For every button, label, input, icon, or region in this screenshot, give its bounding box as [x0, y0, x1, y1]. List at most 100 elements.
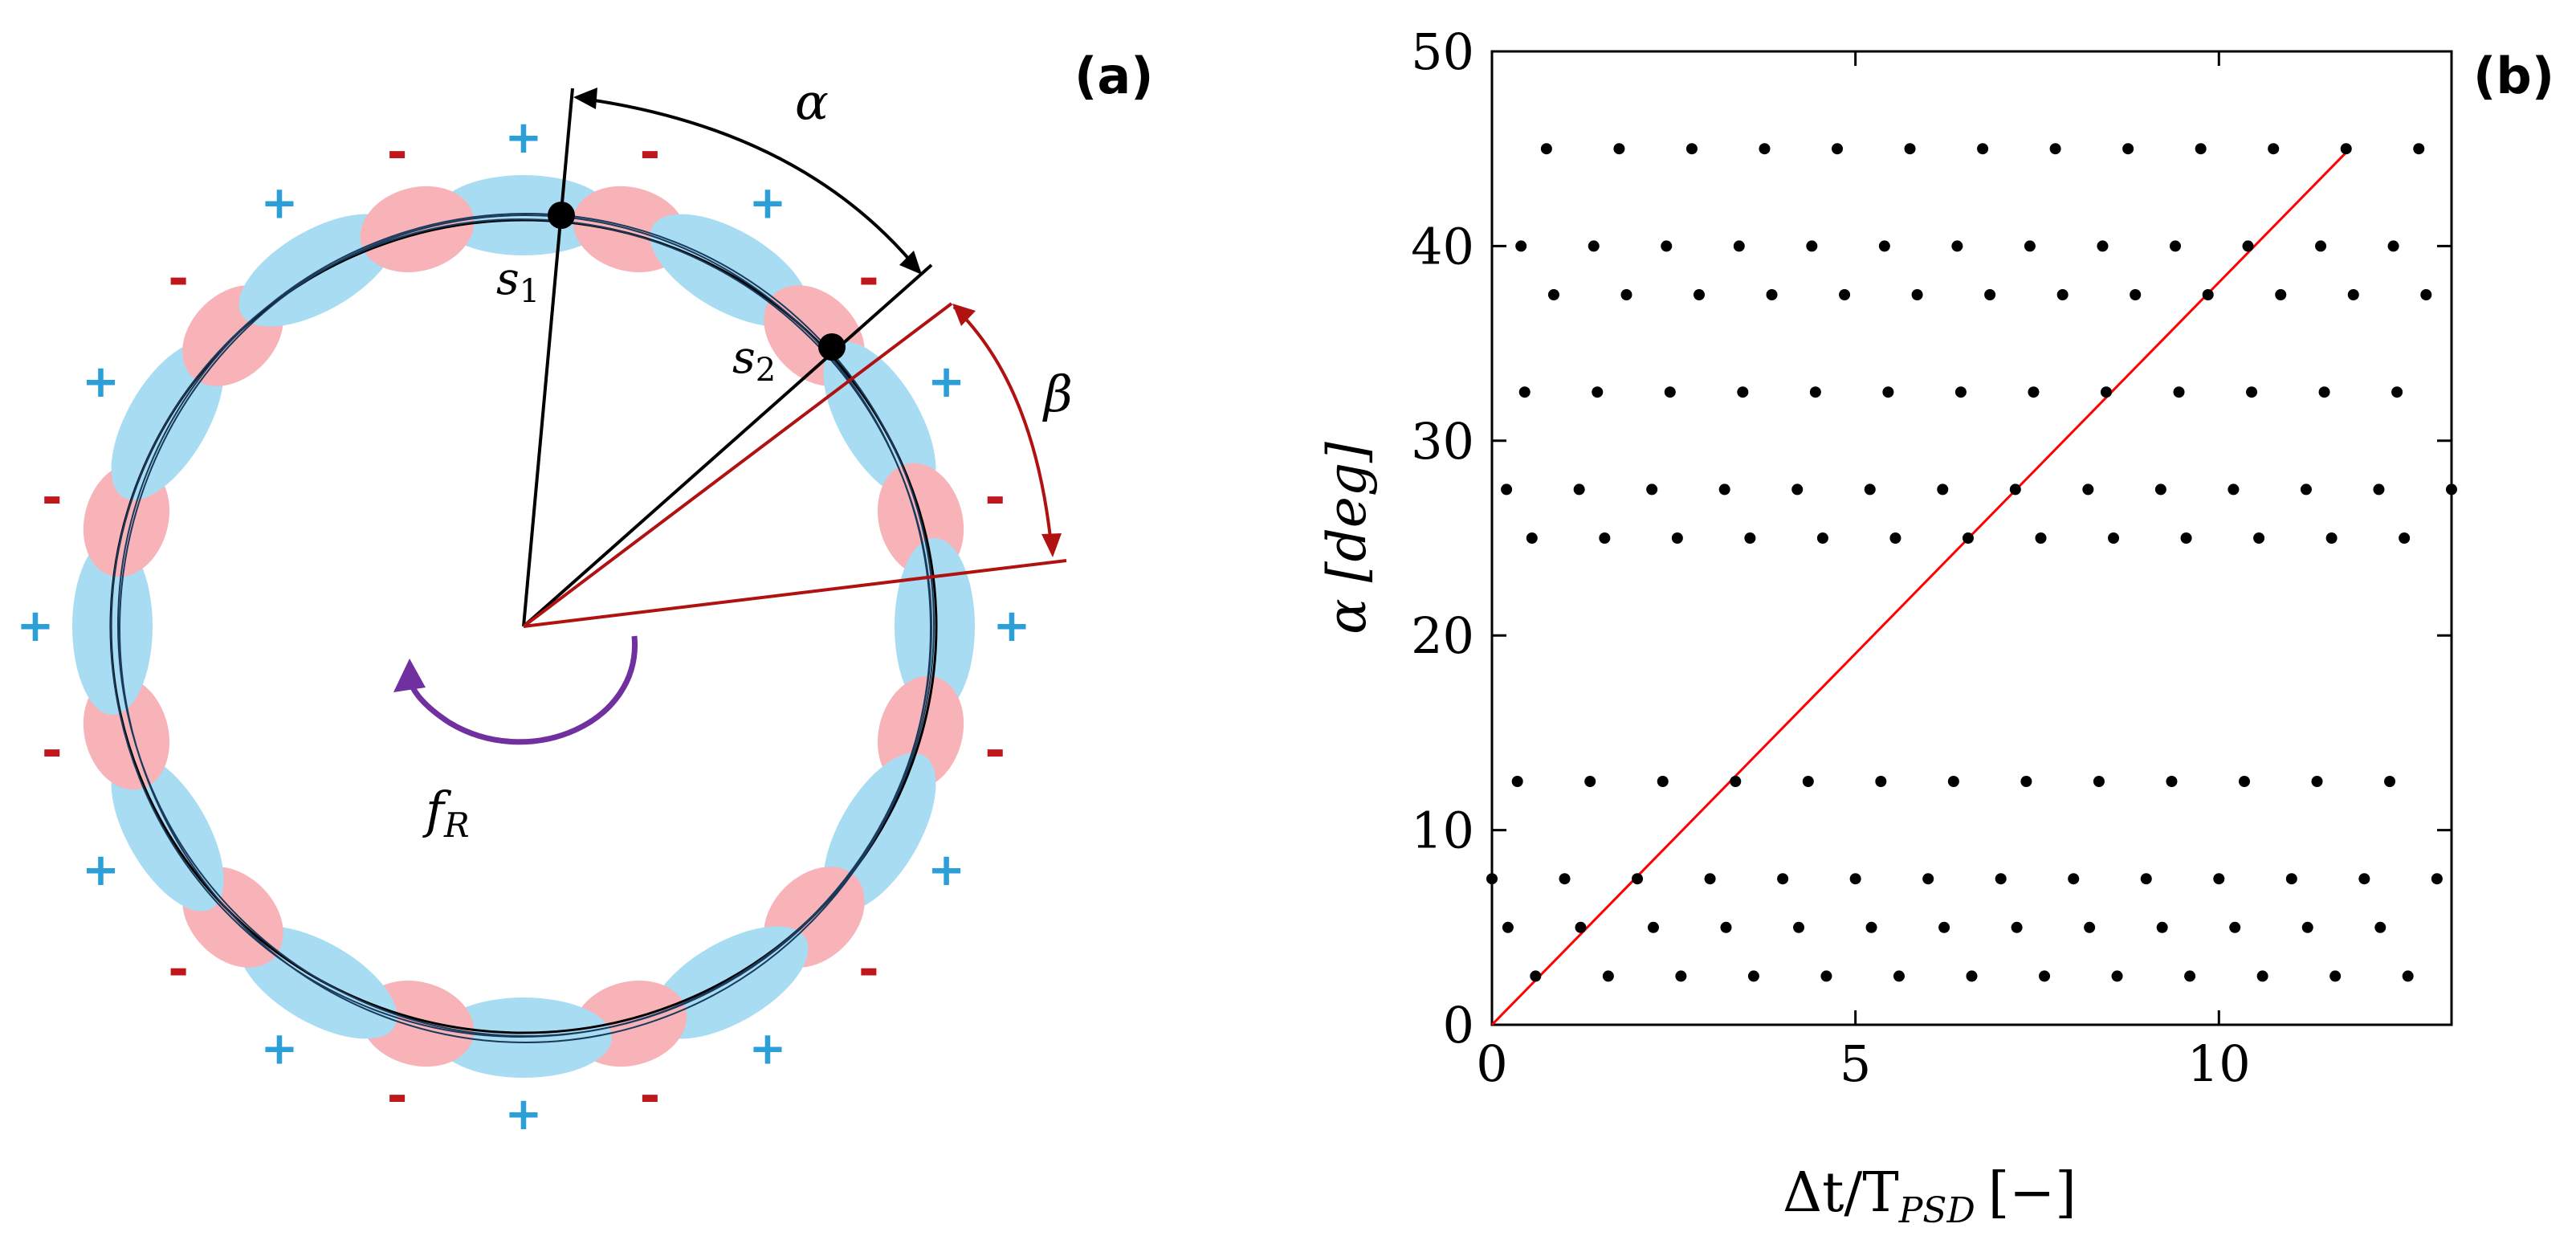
sensor-s2-dot: [818, 333, 846, 361]
data-point: [2140, 873, 2152, 885]
data-point: [1889, 532, 1901, 544]
minus-sign: -: [42, 468, 63, 527]
data-point: [1547, 289, 1559, 300]
data-point: [1865, 921, 1877, 933]
data-point: [1849, 873, 1861, 885]
beta-arc: [952, 305, 1054, 553]
data-point: [1515, 240, 1527, 252]
data-point: [2020, 776, 2032, 787]
data-point: [2100, 386, 2112, 398]
panel-a-label: (a): [1074, 47, 1154, 105]
data-point: [1511, 776, 1523, 787]
panel-b-label: (b): [2473, 47, 2554, 105]
plus-sign: +: [505, 112, 543, 164]
data-point: [1947, 776, 1959, 787]
minus-sign: -: [858, 940, 879, 998]
minus-sign: -: [984, 468, 1005, 527]
data-point: [2301, 921, 2313, 933]
y-tick-label: 50: [1411, 22, 1474, 81]
data-point: [2184, 970, 2196, 982]
s2-label: s2: [732, 332, 776, 389]
data-point: [1502, 921, 1514, 933]
data-point: [2246, 386, 2258, 398]
data-point: [1620, 289, 1632, 300]
data-point: [1588, 240, 1600, 252]
positive-lobe: [435, 997, 612, 1078]
data-point: [2340, 143, 2352, 155]
x-axis-label: Δt/TPSD [−]: [1783, 1161, 2077, 1231]
data-point: [1882, 386, 1894, 398]
plot-frame: [1490, 50, 2453, 1026]
data-point: [1518, 386, 1531, 398]
data-point: [2318, 386, 2330, 398]
data-point: [1647, 921, 1659, 933]
y-axis-label: α[deg]: [1316, 442, 1378, 634]
data-point: [2169, 240, 2181, 252]
data-point: [2325, 532, 2338, 544]
data-point: [1599, 532, 1611, 544]
data-point: [1720, 921, 1732, 933]
data-point: [2111, 970, 2123, 982]
data-point: [2402, 970, 2414, 982]
data-point: [1922, 873, 1934, 885]
data-point: [1806, 240, 1818, 252]
positive-lobe: [895, 538, 975, 715]
data-point: [1962, 532, 1974, 544]
data-point: [1685, 143, 1698, 155]
rotation-arrow: [406, 635, 638, 745]
data-point: [1744, 532, 1756, 544]
alpha-arc: [577, 96, 921, 273]
y-tick-label: 20: [1411, 606, 1474, 665]
data-point: [1733, 240, 1745, 252]
plus-sign: +: [82, 844, 120, 896]
positive-lobe: [72, 538, 153, 715]
data-point: [2082, 483, 2094, 496]
data-point: [2228, 483, 2240, 496]
data-point: [1501, 483, 1513, 496]
data-point: [2093, 776, 2105, 787]
data-point: [2300, 483, 2312, 496]
data-point: [1766, 289, 1778, 300]
data-point: [2391, 386, 2403, 398]
ring-lobes: [72, 175, 975, 1078]
data-point: [2268, 143, 2280, 155]
s1-label: s1: [496, 253, 540, 310]
minus-sign: -: [858, 249, 879, 308]
reference-line: [1490, 148, 2351, 1026]
plus-sign: +: [261, 1023, 299, 1075]
data-point: [1573, 483, 1585, 496]
data-point: [2242, 240, 2254, 252]
data-point: [1657, 776, 1669, 787]
axis-tick-labels: 0 5 10 0 10 20 30 40 50: [1411, 22, 2251, 1093]
data-point: [2166, 776, 2178, 787]
data-point: [1791, 483, 1804, 496]
data-point: [2413, 143, 2425, 155]
beta-label: β: [1042, 365, 1073, 423]
fr-label: fR: [422, 781, 470, 845]
y-tick-label: 30: [1411, 412, 1474, 471]
plus-sign: +: [17, 600, 55, 652]
minus-sign: -: [639, 1066, 660, 1124]
data-point: [1661, 240, 1673, 252]
data-point: [2399, 532, 2411, 544]
data-point: [1832, 143, 1844, 155]
data-point: [1911, 289, 1923, 300]
data-point: [1632, 873, 1644, 885]
sensor-s1-dot: [548, 202, 575, 229]
data-point: [2315, 240, 2327, 252]
beta-arrowhead-bottom: [1041, 533, 1062, 557]
data-point: [2229, 921, 2241, 933]
data-point: [2024, 240, 2036, 252]
data-point: [2173, 386, 2185, 398]
alpha-arrowhead-right: [899, 251, 922, 275]
data-point: [1530, 970, 1542, 982]
x-tick-label: 10: [2187, 1034, 2251, 1093]
y-tick-label: 40: [1411, 217, 1474, 275]
data-point: [1584, 776, 1596, 787]
ring-outline: [119, 214, 931, 1043]
data-point: [1816, 532, 1828, 544]
ring-outline: [110, 218, 932, 1038]
data-point: [1675, 970, 1687, 982]
data-point: [2056, 289, 2069, 300]
data-point: [2028, 386, 2040, 398]
